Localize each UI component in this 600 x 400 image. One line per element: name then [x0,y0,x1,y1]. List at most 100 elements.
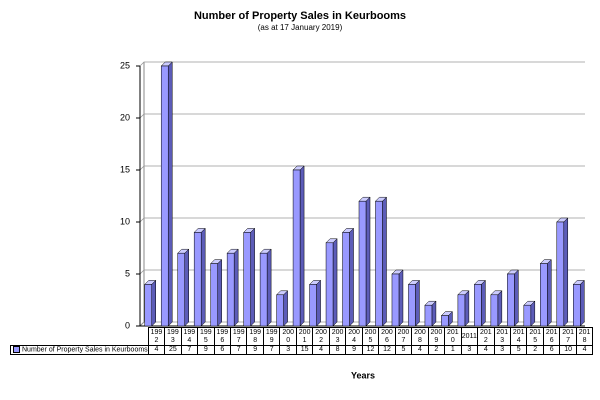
bar-side [547,258,552,327]
x-tick-label: 2004 [345,327,363,346]
bar-side [283,290,288,327]
grid-line [139,269,585,275]
y-tick-label: 10 [120,216,130,226]
table-value: 3 [279,344,297,356]
table-value: 7 [230,344,248,356]
x-tick-label: 2005 [361,327,380,346]
bar [457,294,466,327]
x-tick-label: 2003 [328,327,347,346]
y-tick-label: 15 [120,164,130,174]
x-tick-label: 2015 [526,327,544,346]
bar [144,284,152,327]
bar [375,200,383,327]
bar [474,284,482,327]
table-value: 15 [295,344,314,356]
table-value: 2 [427,344,446,356]
y-tick-label: 25 [120,60,130,70]
bar-side [266,248,272,327]
chart-title: Number of Property Sales in Keurbooms [194,10,406,22]
bar [391,273,400,327]
grid-line [139,113,585,119]
x-tick-label: 1993 [164,327,182,346]
bar-side [200,227,206,327]
bar [573,284,581,327]
bar [408,284,416,327]
legend-cell: Number of Property Sales in Keurbooms [10,344,149,356]
legend-swatch [13,346,20,353]
x-tick-label: 2000 [279,327,297,346]
bar [490,294,499,327]
bar-side [250,227,255,327]
y-tick-label: 0 [125,320,130,330]
table-value: 3 [460,344,479,356]
x-tick-label: 1998 [246,327,264,346]
bar [424,304,433,327]
bar-side [563,217,569,327]
x-tick-label: 2011 [460,327,479,346]
x-tick-label: 2008 [411,327,429,346]
x-tick-label: 2014 [509,327,528,346]
bar [259,252,268,327]
bar [556,221,565,327]
bar-side [481,279,486,327]
x-tick-label: 1992 [147,327,166,346]
bar-side [497,290,503,327]
bar-side [464,290,470,327]
bar [210,263,218,327]
table-value: 2 [526,344,544,356]
table-value: 3 [493,344,511,356]
data-table: 1992 1993 1994 1995 1996 1997 1998 1999 2000 2001… [10,327,594,356]
x-axis-title: Years [351,370,375,380]
bar [292,169,301,327]
bar [309,284,317,327]
bar-side [184,248,189,327]
bar-side [233,248,239,327]
y-tick-label: 20 [120,112,130,122]
table-value: 4 [575,344,594,356]
table-value: 7 [180,344,199,356]
bar [441,315,449,327]
table-corner [11,328,149,346]
table-value: 4 [411,344,429,356]
bar [507,273,515,327]
grid-line [139,61,585,67]
table-value: 4 [147,344,166,356]
bar-side [580,279,585,327]
x-tick-label: 2010 [444,327,462,346]
table-value: 9 [246,344,264,356]
x-tick-label: 2016 [542,327,561,346]
x-tick-label: 2002 [312,327,330,346]
table-value: 9 [197,344,215,356]
bar [523,304,532,327]
table-value: 12 [361,344,380,356]
table-value: 8 [328,344,347,356]
table-value: 9 [345,344,363,356]
grid-line [139,165,585,171]
bar-side [415,279,420,327]
grid-line [139,217,585,223]
bar [540,263,548,327]
table-value: 5 [394,344,413,356]
x-tick-label: 2007 [394,327,413,346]
bar-side [365,196,371,327]
chart-subtitle: (as at 17 January 2019) [258,23,343,32]
x-tick-label: 1994 [180,327,199,346]
bar-side [316,279,321,327]
table-value: 25 [164,344,182,356]
bar [193,232,202,327]
grid-line [139,321,585,327]
bar-side [151,279,156,327]
table-value: 12 [378,344,396,356]
table-value: 7 [262,344,281,356]
back-wall [139,62,145,327]
x-tick-label: 1995 [197,327,215,346]
bar [325,242,334,327]
x-tick-label: 1999 [262,327,281,346]
table-value: 1 [444,344,462,356]
bar [226,252,235,327]
bar [276,294,284,327]
x-tick-label: 2017 [559,327,577,346]
table-value: 4 [477,344,495,356]
